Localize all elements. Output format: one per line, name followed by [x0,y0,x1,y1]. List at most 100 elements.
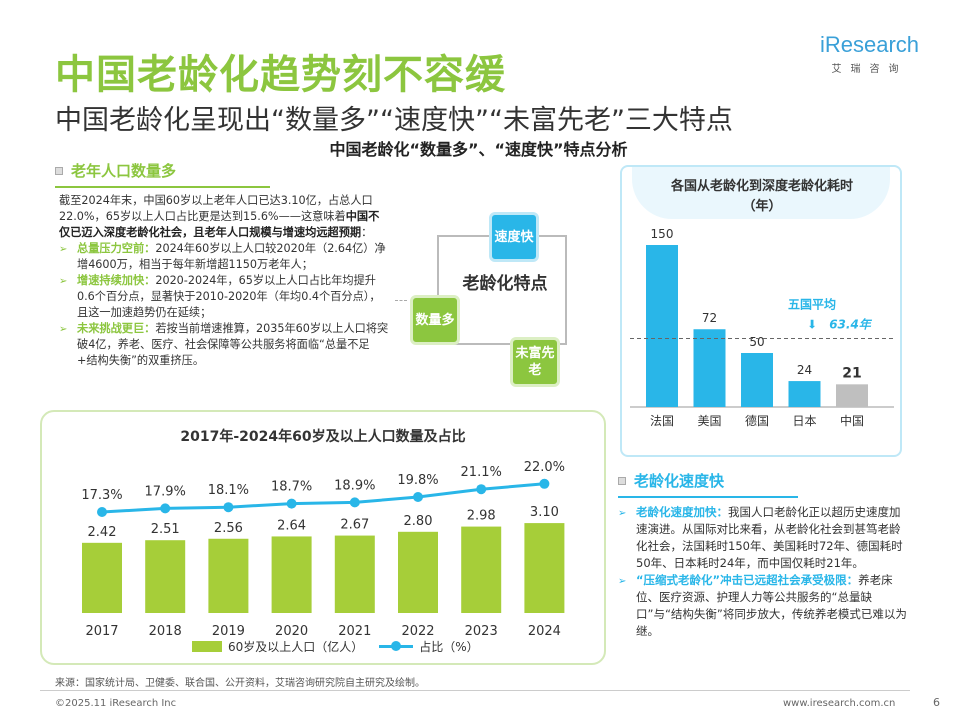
bar-label: 2.67 [340,518,369,533]
bar-label: 2.42 [88,525,117,540]
bar [646,245,678,407]
bar-label: 3.10 [530,505,559,520]
right-bullet: ➢ “压缩式老龄化”冲击已远超社会承受极限：养老床位、医疗资源、护理人力等公共服务… [618,573,907,638]
square-icon [55,166,63,175]
left-intro: 截至2024年末，中国60岁以上老年人口已达3.10亿，占总人口22.0%，65… [59,194,380,239]
bar [208,538,249,613]
chart-title: 2017年-2024年60岁及以上人口数量及占比 [180,429,466,445]
line-label: 17.3% [81,488,122,503]
bar [524,523,565,613]
x-tick-label: 日本 [792,414,816,428]
line-point [97,507,107,517]
node-not-rich: 未富先老 [510,337,560,387]
line-point [160,503,171,514]
legend-bar-swatch [192,641,222,652]
website-link[interactable]: www.iresearch.com.cn [783,698,896,709]
data-label: 21 [842,365,861,381]
page-subtitle: 中国老龄化呈现出“数量多”“速度快”“未富先老”三大特点 [55,105,733,136]
x-tick-label: 2020 [275,624,308,639]
section-title: 中国老龄化“数量多”、“速度快”特点分析 [329,140,628,159]
arrow-icon: ➢ [59,324,68,335]
bar [145,540,186,613]
bar [398,531,438,613]
right-bullet: ➢ 老龄化速度加快：我国人口老龄化正以超历史速度加速演进。从国际对比来看，从老龄化… [618,505,903,570]
divider [55,186,270,188]
line-label: 17.9% [145,484,186,499]
line-label: 19.8% [397,473,438,488]
line-point [223,502,234,513]
x-tick-label: 中国 [840,413,864,428]
bar [271,536,312,613]
bar [334,535,375,613]
page-number: 6 [933,696,940,709]
x-tick-label: 法国 [650,414,674,428]
data-label: 24 [797,363,812,377]
left-heading-text: 老年人口数量多 [71,162,177,180]
line-point [413,492,423,502]
right-heading: 老龄化速度快 [618,470,908,491]
legend-line-label: 占比（%） [419,640,479,654]
x-tick-label: 德国 [745,413,769,428]
average-value: 63.4年 [829,318,873,332]
bar-label: 2.98 [467,509,496,524]
line-label: 18.7% [271,480,312,495]
page-title: 中国老龄化趋势刻不容缓 [55,52,506,98]
line-point [349,497,360,508]
population-chart: 2017年-2024年60岁及以上人口数量及占比 2.42 2017 2.51 201… [40,410,606,665]
population-svg: 2.42 2017 2.51 2018 2.56 2019 2.64 2020 2.67 2021… [81,460,565,639]
legend-line-swatch [379,641,414,651]
line-label: 22.0% [524,460,565,475]
bar [461,526,502,613]
down-arrow-icon: ⬇ [807,318,817,332]
arrow-icon: ➢ [618,576,627,587]
line-series [101,482,545,514]
bar-label: 2.80 [404,514,433,529]
bar-label: 2.51 [151,522,180,537]
bar [741,353,773,407]
features-diagram: 老龄化特点 速度快 数量多 未富先老 [395,200,605,390]
average-label: 五国平均 [788,297,836,312]
x-tick-label: 2018 [149,624,182,639]
country-chart: 各国从老龄化到深度老龄化耗时（年） 150 法国 72 美国 50 德国 24 日本 21 中国 五… [620,165,902,457]
logo-brand: iResearch [820,32,920,57]
left-bullet: ➢ 增速持续加快：2020-2024年，65岁以上人口占比年均提升0.6个百分点，… [59,274,381,319]
left-panel: 老年人口数量多 截至2024年末，中国60岁以上老年人口已达3.10亿，占总人口… [55,160,390,369]
bar-label: 2.64 [277,518,306,533]
x-tick-label: 2021 [338,624,371,639]
line-label: 18.1% [208,483,249,498]
line-label: 21.1% [461,465,502,480]
node-quantity: 数量多 [410,295,460,345]
x-tick-label: 2019 [212,624,245,639]
data-label: 150 [651,227,674,241]
source-note: 来源：国家统计局、卫健委、联合国、公开资料，艾瑞咨询研究院自主研究及绘制。 [55,678,425,689]
left-bullet: ➢ 总量压力空前：2024年60岁以上人口较2020年（2.64亿）净增4600万… [59,242,386,271]
x-tick-label: 美国 [697,414,721,428]
left-heading: 老年人口数量多 [55,160,390,181]
legend-bar-label: 60岁及以上人口（亿人） [228,640,364,654]
node-speed: 速度快 [489,212,539,262]
legend: 60岁及以上人口（亿人） 占比（%） [192,638,479,655]
right-panel: 老龄化速度快 ➢ 老龄化速度加快：我国人口老龄化正以超历史速度加速演进。从国际对比… [618,470,908,640]
diagram-center: 老龄化特点 [462,274,548,294]
x-tick-label: 2023 [465,624,498,639]
data-label: 50 [749,335,764,349]
x-tick-label: 2024 [528,624,561,639]
logo: iResearch 艾瑞咨询 [820,32,919,75]
arrow-icon: ➢ [59,244,68,255]
left-bullet: ➢ 未来挑战更巨：若按当前增速推算，2035年60岁以上人口将突破4亿，养老、医疗… [59,322,389,367]
arrow-icon: ➢ [59,276,68,287]
x-tick-label: 2017 [85,624,118,639]
data-label: 72 [702,311,717,325]
copyright: ©2025.11 iResearch Inc [55,698,177,709]
bar-label: 2.56 [214,521,243,536]
line-point [476,484,487,495]
bar [836,384,868,407]
bar [693,329,726,407]
bar [82,542,122,613]
arrow-icon: ➢ [618,508,627,519]
square-icon [618,476,626,485]
bar [788,381,821,407]
line-point [286,498,297,509]
chart-title: 各国从老龄化到深度老龄化耗时（年） [670,179,853,214]
country-bar-svg: 150 法国 72 美国 50 德国 24 日本 21 中国 五国平均 ⬇ 63.4年 [630,227,894,428]
